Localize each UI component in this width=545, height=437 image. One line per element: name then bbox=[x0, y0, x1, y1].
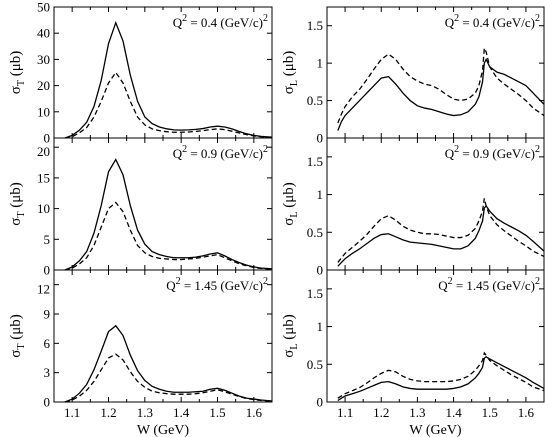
y-axis-label-right-1: σL (μb) bbox=[281, 182, 300, 226]
x-tick-label-left-2-0: 1.1 bbox=[64, 405, 80, 420]
y-tick-label-right-1-2: 1 bbox=[317, 187, 324, 202]
x-tick-label-right-2-3: 1.4 bbox=[445, 405, 462, 420]
y-tick-label-right-0-2: 1 bbox=[317, 56, 324, 71]
y-tick-label-left-0-4: 40 bbox=[37, 26, 50, 41]
y-tick-label-right-2-2: 1 bbox=[317, 319, 324, 334]
y-tick-label-left-2-3: 9 bbox=[44, 307, 51, 322]
q2-annotation-left-1: Q2 = 0.9 (GeV/c)2 bbox=[173, 144, 268, 161]
y-axis-label-right-0: σL (μb) bbox=[281, 51, 300, 95]
y-tick-label-right-2-3: 1.5 bbox=[307, 286, 323, 301]
x-tick-label-right-2-4: 1.5 bbox=[482, 405, 498, 420]
y-tick-label-left-0-3: 30 bbox=[37, 52, 50, 67]
y-tick-label-right-1-3: 1.5 bbox=[307, 154, 323, 169]
q2-annotation-right-1: Q2 = 0.9 (GeV/c)2 bbox=[445, 144, 540, 161]
series-line-dashed-right-0 bbox=[337, 45, 545, 124]
series-line-solid-left-1 bbox=[64, 158, 273, 271]
x-tick-label-left-2-2: 1.3 bbox=[137, 405, 153, 420]
y-tick-label-left-1-2: 10 bbox=[37, 201, 50, 216]
q2-annotation-right-2: Q2 = 1.45 (GeV/c)2 bbox=[438, 276, 540, 293]
y-tick-label-right-2-1: 0.5 bbox=[307, 357, 323, 372]
y-tick-label-right-0-0: 0 bbox=[317, 131, 324, 146]
y-tick-label-right-0-3: 1.5 bbox=[307, 18, 323, 33]
x-tick-label-left-2-4: 1.5 bbox=[209, 405, 225, 420]
y-tick-label-right-2-0: 0 bbox=[317, 395, 324, 410]
y-tick-label-left-0-0: 0 bbox=[44, 131, 51, 146]
series-line-dashed-left-1 bbox=[64, 201, 273, 271]
y-tick-label-right-1-1: 0.5 bbox=[307, 225, 323, 240]
y-tick-label-left-2-1: 3 bbox=[44, 365, 51, 380]
y-axis-label-left-2: σT (μb) bbox=[8, 314, 27, 358]
series-line-solid-right-1 bbox=[337, 204, 545, 267]
y-tick-label-left-1-1: 5 bbox=[44, 232, 51, 247]
y-tick-label-left-1-4: 20 bbox=[37, 144, 50, 159]
series-line-dashed-left-0 bbox=[64, 71, 273, 139]
y-tick-label-left-2-4: 12 bbox=[37, 282, 50, 297]
x-tick-label-right-2-1: 1.2 bbox=[373, 405, 389, 420]
y-tick-label-left-1-0: 0 bbox=[44, 263, 51, 278]
q2-annotation-left-0: Q2 = 0.4 (GeV/c)2 bbox=[173, 13, 268, 30]
series-line-solid-right-0 bbox=[337, 57, 545, 131]
y-tick-label-left-0-2: 20 bbox=[37, 78, 50, 93]
x-tick-label-right-2-0: 1.1 bbox=[337, 405, 353, 420]
x-tick-label-right-2-5: 1.6 bbox=[518, 405, 535, 420]
y-tick-label-left-1-3: 15 bbox=[37, 170, 50, 185]
x-axis-label-left-2: W (GeV) bbox=[137, 423, 190, 437]
y-axis-label-left-0: σT (μb) bbox=[8, 51, 27, 95]
y-tick-label-left-0-5: 50 bbox=[37, 0, 50, 15]
x-tick-label-left-2-5: 1.6 bbox=[246, 405, 263, 420]
x-axis-label-right-2: W (GeV) bbox=[409, 423, 462, 437]
y-tick-label-right-1-0: 0 bbox=[317, 263, 324, 278]
y-tick-label-left-2-2: 6 bbox=[44, 336, 51, 351]
y-tick-label-right-0-1: 0.5 bbox=[307, 93, 323, 108]
series-line-solid-left-2 bbox=[64, 324, 273, 403]
y-tick-label-left-0-1: 10 bbox=[37, 104, 50, 119]
x-tick-label-left-2-1: 1.2 bbox=[100, 405, 116, 420]
y-axis-label-right-2: σL (μb) bbox=[281, 314, 300, 358]
x-tick-label-left-2-3: 1.4 bbox=[173, 405, 190, 420]
y-tick-label-left-2-0: 0 bbox=[44, 395, 51, 410]
series-line-dashed-left-2 bbox=[64, 353, 273, 403]
q2-annotation-right-0: Q2 = 0.4 (GeV/c)2 bbox=[445, 13, 540, 30]
series-line-dashed-right-2 bbox=[337, 351, 545, 399]
series-line-solid-right-2 bbox=[337, 355, 545, 402]
x-tick-label-right-2-2: 1.3 bbox=[409, 405, 425, 420]
y-axis-label-left-1: σT (μb) bbox=[8, 182, 27, 226]
q2-annotation-left-2: Q2 = 1.45 (GeV/c)2 bbox=[166, 276, 268, 293]
series-line-dashed-right-1 bbox=[337, 198, 545, 263]
series-line-solid-left-0 bbox=[64, 20, 273, 139]
